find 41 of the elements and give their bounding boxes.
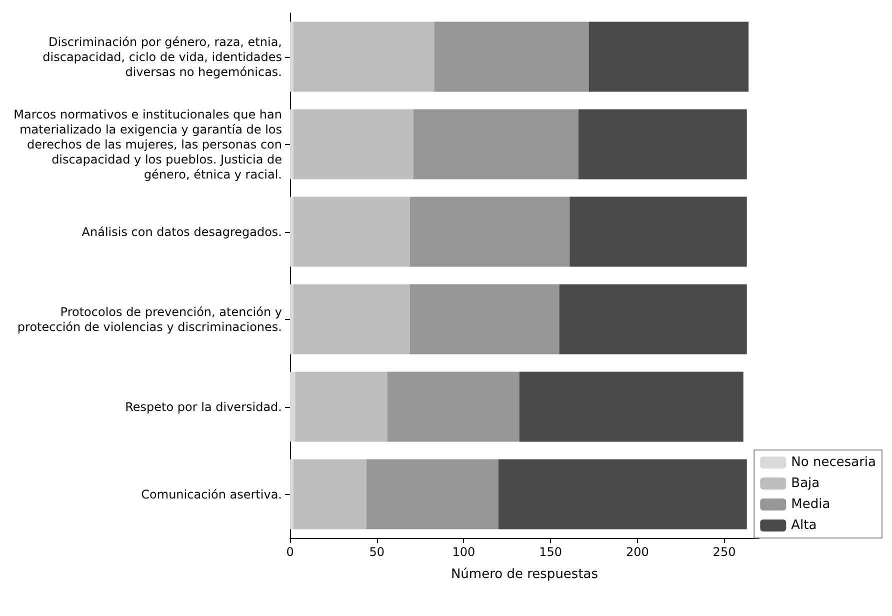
bar <box>559 284 747 354</box>
y-tick-label: Discriminación por género, raza, etnia, discapacidad, ciclo de vida, identidades diversas no hegemónicas. <box>42 34 282 79</box>
y-tick-label: Respeto por la diversidad. <box>125 400 282 414</box>
x-tick-label: 150 <box>539 545 562 559</box>
bar <box>290 372 296 442</box>
bar <box>293 196 410 267</box>
x-axis-title: Número de respuestas <box>450 567 598 582</box>
bar <box>434 22 589 92</box>
bar <box>293 284 410 354</box>
bar <box>410 196 570 267</box>
bar <box>410 284 560 354</box>
y-tick-label: Marcos normativos e institucionales que han materializado la exigencia y garantía de los derechos de las mujeres, las personas con discapacidad y los pueblos. Justicia de género, étnica y racial. <box>14 107 282 182</box>
y-tick-label: Análisis con datos desagregados. <box>82 224 282 239</box>
bar <box>387 372 520 442</box>
bar <box>295 372 388 442</box>
x-tick-label: 0 <box>286 545 294 559</box>
x-tick-label: 200 <box>626 545 649 559</box>
legend-label: Alta <box>791 518 817 533</box>
y-tick-label: Comunicación asertiva. <box>141 487 282 502</box>
bar <box>293 459 366 530</box>
bar <box>290 284 294 354</box>
x-tick-label: 100 <box>452 545 476 559</box>
bar <box>498 459 747 530</box>
bar <box>519 372 744 442</box>
bar <box>366 459 498 530</box>
y-tick-label: Protocolos de prevención, atención y protección de violencias y discriminaciones. <box>17 304 282 334</box>
bar <box>588 22 749 92</box>
bar <box>290 22 294 92</box>
legend-label: Baja <box>791 476 820 491</box>
x-tick-label: 250 <box>712 545 736 559</box>
legend-label: No necesaria <box>791 455 876 470</box>
bar <box>293 22 434 92</box>
bar <box>293 109 414 180</box>
bar <box>290 459 294 530</box>
bar <box>413 109 578 180</box>
x-tick-label: 50 <box>369 545 384 559</box>
bar <box>570 196 747 267</box>
bar <box>578 109 747 180</box>
bar <box>290 109 294 180</box>
bar <box>290 196 294 267</box>
legend-label: Media <box>791 497 830 512</box>
